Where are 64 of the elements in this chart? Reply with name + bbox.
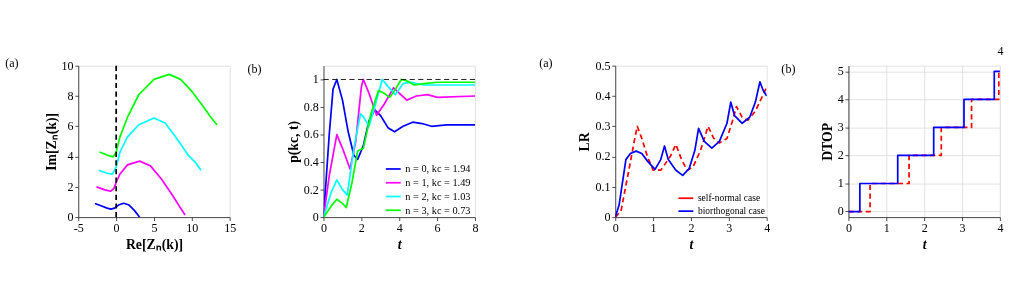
x-axis-title: t — [689, 237, 695, 253]
x-tick-label: 8 — [472, 221, 479, 236]
y-tick-label: 1 — [312, 72, 319, 87]
y-tick-label: 6 — [67, 119, 74, 134]
x-tick-label: 4 — [997, 221, 1004, 236]
y-axis-title: Im[Zₙ(k)] — [43, 112, 60, 171]
y-tick-label: 4 — [837, 92, 844, 107]
y-tick-label: 0.2 — [595, 149, 611, 164]
x-tick-label: 2 — [358, 221, 365, 236]
line-series — [98, 73, 218, 158]
x-tick-label: 1 — [650, 221, 657, 236]
x-tick-label: 0 — [113, 221, 120, 236]
y-tick-label: 0 — [67, 210, 74, 225]
x-tick-label: -5 — [73, 221, 84, 236]
y-tick-label: 0 — [837, 204, 844, 219]
x-tick-label: 1 — [883, 221, 890, 236]
y-axis-title: DTOP — [819, 122, 835, 161]
line-series — [97, 117, 202, 176]
x-tick-label: 10 — [186, 221, 199, 236]
legend-label: self-normal case — [697, 192, 761, 203]
chart-title: (a) — [539, 56, 553, 71]
legend-label: n = 3, kc = 0.73 — [405, 204, 471, 216]
y-tick-label: 10 — [61, 58, 74, 73]
y-tick-label: 0.5 — [595, 58, 611, 73]
x-tick-label: 2 — [921, 221, 928, 236]
x-tick-label: 3 — [726, 221, 733, 236]
y-tick-label: 1 — [837, 176, 844, 191]
x-axis-title: Re[Zₙ(k)] — [125, 237, 184, 254]
y-axis-title: LR — [577, 131, 593, 152]
y-tick-label: 0 — [604, 210, 611, 225]
legend-label: n = 2, kc = 1.03 — [405, 190, 471, 202]
y-tick-label: 8 — [67, 88, 74, 103]
y-tick-label: 0.6 — [303, 127, 319, 142]
chart-title: (a) — [5, 56, 19, 71]
y-tick-label: 0.8 — [303, 99, 319, 114]
x-axis-title: t — [397, 237, 403, 253]
y-tick-label: 0.3 — [595, 119, 611, 134]
x-tick-label: 6 — [434, 221, 441, 236]
x-tick-label: 5 — [151, 221, 158, 236]
x-tick-label: 15 — [224, 221, 237, 236]
y-tick-label: 2 — [67, 179, 74, 194]
y-tick-label: 5 — [837, 64, 844, 79]
y-tick-label: 3 — [837, 120, 844, 135]
y-tick-label: 4 — [67, 149, 74, 164]
text: 4 — [997, 43, 1004, 58]
y-axis-title: p(kc, t) — [285, 120, 302, 163]
line-series — [95, 160, 186, 216]
x-tick-label: 2 — [688, 221, 695, 236]
y-tick-label: 0.4 — [303, 154, 319, 169]
chart-title: (b) — [781, 62, 796, 77]
y-tick-label: 0 — [312, 210, 319, 225]
x-axis-title: t — [922, 237, 928, 253]
x-tick-label: 4 — [396, 221, 403, 236]
x-tick-label: 4 — [764, 221, 771, 236]
legend-label: n = 0, kc = 1.94 — [405, 163, 471, 175]
y-tick-label: 0.1 — [595, 179, 611, 194]
legend-label: n = 1, kc = 1.49 — [405, 177, 471, 189]
chart-title: (b) — [247, 62, 262, 77]
y-tick-label: 2 — [837, 148, 844, 163]
legend-label: biorthogonal case — [697, 205, 765, 216]
y-tick-label: 0.4 — [595, 88, 611, 103]
x-tick-label: 3 — [959, 221, 966, 236]
y-tick-label: 0.2 — [303, 182, 319, 197]
line-series — [94, 202, 141, 218]
